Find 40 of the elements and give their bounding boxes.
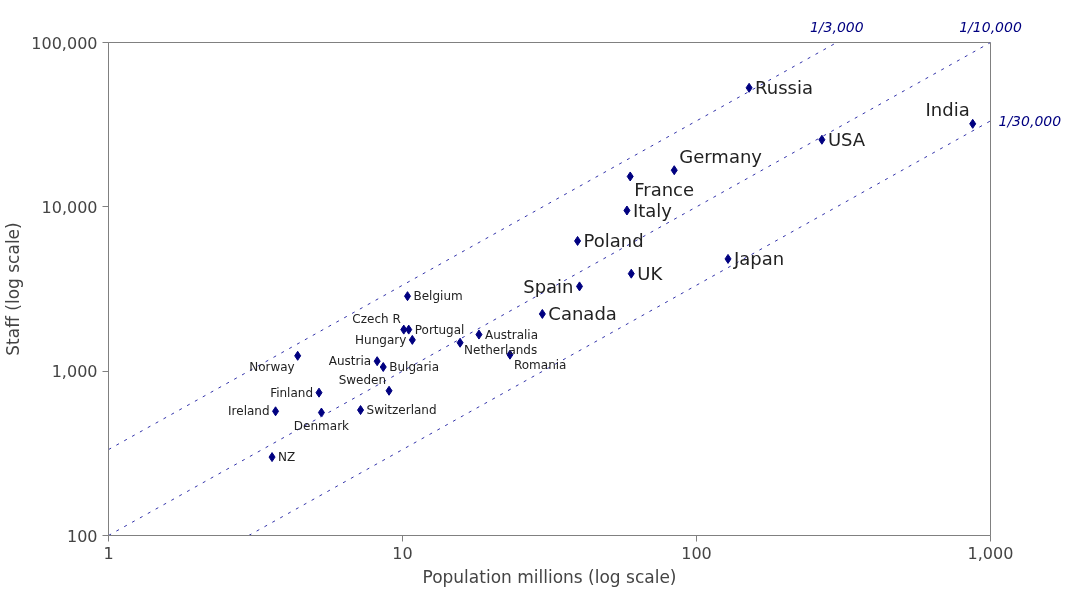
annotation: Spain: [523, 275, 574, 297]
y-tick-label: 10,000: [41, 197, 98, 217]
annotation: Russia: [755, 77, 814, 99]
series-label: 1/3,000: [809, 18, 864, 35]
x-tick-label: 1,000: [967, 543, 1014, 563]
x-tick-label: 10: [392, 543, 413, 563]
x-tick-label: 1: [103, 543, 114, 563]
y-tick-label: 1,000: [51, 362, 98, 382]
x-tick-label: 100: [681, 543, 712, 563]
annotation: Denmark: [293, 418, 350, 433]
annotation: Czech R: [352, 311, 401, 326]
annotation: Finland: [270, 385, 314, 400]
annotation: India: [925, 98, 970, 120]
annotation: Japan: [733, 248, 785, 270]
annotation: Norway: [249, 359, 295, 374]
annotation: Ireland: [228, 404, 270, 419]
annotation: NZ: [278, 450, 296, 465]
annotation: Germany: [679, 146, 763, 168]
annotation: Switzerland: [366, 403, 437, 418]
annotation: Australia: [484, 327, 539, 342]
annotation: USA: [827, 129, 866, 151]
annotation: France: [634, 179, 695, 201]
annotation: UK: [637, 263, 664, 285]
annotation: Bulgaria: [389, 360, 440, 375]
series-label: 1/10,000: [959, 18, 1022, 35]
annotation: Netherlands: [464, 342, 538, 357]
y-tick-label: 100: [66, 526, 98, 546]
annotation: Hungary: [355, 332, 407, 347]
series-label: 1/30,000: [998, 112, 1062, 129]
annotation: Poland: [583, 230, 644, 252]
y-axis-title: Staff (log scale): [3, 222, 24, 356]
annotation: Portugal: [414, 322, 465, 337]
annotation: Italy: [632, 199, 673, 221]
annotation: Belgium: [413, 289, 463, 304]
annotation: Sweden: [338, 372, 387, 387]
x-axis-title: Population millions (log scale): [422, 566, 677, 587]
annotation: Canada: [548, 303, 617, 325]
annotation: Austria: [328, 354, 372, 369]
y-tick-label: 100,000: [31, 33, 98, 53]
annotation: Romania: [513, 357, 567, 372]
